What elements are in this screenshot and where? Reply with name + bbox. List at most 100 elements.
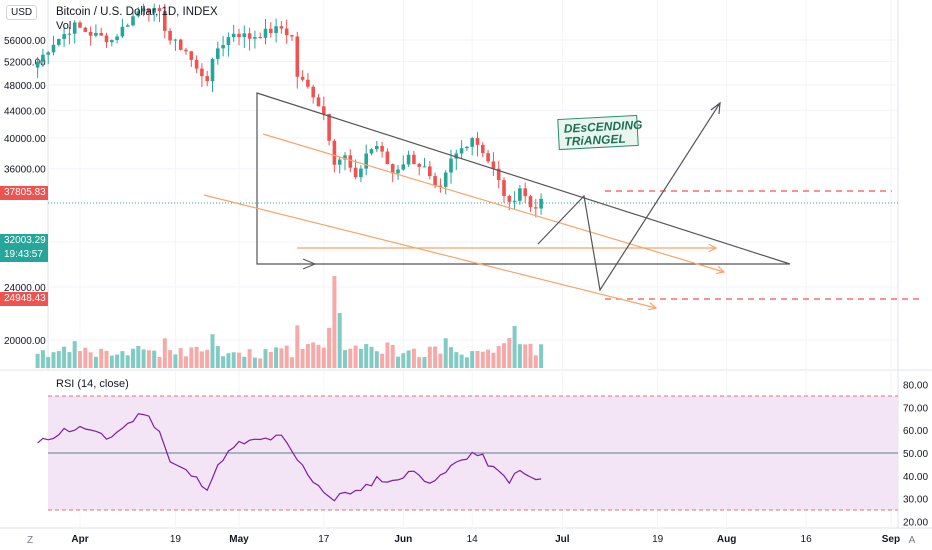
volume-bar: [433, 346, 438, 368]
last-price-tag: 32003.29: [0, 234, 48, 248]
volume-bar: [178, 348, 183, 368]
candle-body: [369, 149, 374, 154]
candle-body: [364, 153, 368, 169]
candle-body: [104, 35, 109, 43]
volume-bar: [364, 344, 369, 368]
candle-body: [337, 159, 342, 165]
candle-body: [258, 37, 262, 39]
volume-bar: [380, 353, 385, 368]
candle-body: [433, 176, 437, 186]
volume-bar: [348, 348, 353, 368]
candle-body: [327, 114, 331, 141]
volume-bar: [486, 349, 491, 368]
price-tick-label: 44000.00: [4, 106, 46, 117]
volume-bar: [533, 355, 538, 368]
candle-body: [247, 33, 252, 39]
rsi-label: RSI (14, close): [56, 378, 129, 390]
volume-bar: [109, 355, 114, 368]
volume-bar: [199, 351, 204, 368]
time-tick-label: Sep: [882, 534, 900, 545]
candle-body: [284, 28, 289, 36]
volume-bar: [332, 276, 337, 368]
price-tick-label: 24000.00: [4, 283, 46, 294]
rsi-tick-label: 70.00: [903, 403, 928, 414]
candle-body: [253, 37, 257, 39]
volume-bar: [83, 347, 88, 368]
candle-body: [412, 154, 416, 165]
volume-bar: [369, 346, 374, 368]
candle-body: [78, 22, 82, 28]
candle-body: [459, 148, 464, 154]
candle-body: [83, 27, 88, 32]
candle-body: [205, 76, 209, 82]
volume-bar: [72, 341, 77, 368]
support-price-tag: 24948.43: [0, 292, 48, 306]
candle-body: [512, 200, 517, 202]
triangle-base-arrow: [302, 258, 317, 270]
currency-badge[interactable]: USD: [6, 5, 38, 20]
volume-bar: [252, 357, 257, 368]
candle-body: [359, 168, 363, 178]
candle-body: [306, 79, 310, 87]
volume-bar: [459, 354, 464, 368]
time-tick-label: 14: [467, 534, 479, 545]
candle-body: [168, 30, 172, 41]
candle-body: [422, 166, 427, 168]
price-tick-label: 52000.00: [4, 58, 46, 69]
time-tick-label: Jul: [555, 534, 570, 545]
volume-bar: [93, 356, 98, 368]
volume-bar: [215, 346, 220, 368]
volume-bar: [184, 356, 188, 368]
candle-body: [99, 32, 103, 36]
candle-body: [507, 196, 512, 202]
rsi-line: [37, 413, 542, 502]
candle-body: [454, 153, 459, 159]
candle-body: [406, 154, 411, 165]
volume-bar: [226, 353, 231, 368]
candle-body: [528, 196, 533, 208]
candle-body: [380, 145, 384, 152]
candle-body: [274, 26, 278, 34]
candle-body: [353, 167, 358, 178]
candle-body: [269, 28, 273, 34]
volume-bars: [35, 276, 544, 368]
volume-bar: [88, 352, 93, 368]
volume-bar: [438, 353, 443, 368]
channel-horizontal-arrowhead: [708, 243, 718, 253]
volume-bar: [35, 353, 40, 368]
time-tick-label: 19: [652, 534, 664, 545]
volume-bar: [51, 352, 56, 368]
volume-bar: [512, 326, 517, 368]
countdown-tag: 19:43:57: [0, 248, 48, 262]
volume-bar: [279, 348, 284, 368]
time-tick-label: 16: [801, 534, 813, 545]
candle-body: [178, 39, 183, 50]
volume-bar: [210, 334, 215, 368]
candle-body: [210, 58, 215, 82]
candle-body: [141, 8, 146, 12]
candle-body: [46, 52, 50, 55]
volume-bar: [337, 313, 342, 368]
volume-bar: [263, 349, 268, 368]
candle-body: [72, 22, 77, 34]
pattern-annotation: DEsCENDING TRiANGEL: [557, 114, 643, 151]
candle-body: [216, 48, 220, 59]
candle-body: [375, 145, 379, 150]
candle-body: [518, 188, 522, 201]
rsi-tick-label: 30.00: [903, 495, 928, 506]
volume-bar: [396, 356, 400, 368]
candle-body: [486, 153, 490, 162]
volume-bar: [131, 348, 135, 368]
candle-body: [539, 198, 543, 209]
volume-bar: [422, 357, 427, 368]
time-tick-label: May: [229, 534, 249, 545]
volume-bar: [417, 357, 422, 368]
volume-bar: [401, 353, 406, 368]
price-tick-label: 40000.00: [4, 134, 46, 145]
volume-bar: [290, 357, 294, 368]
volume-bar: [311, 342, 316, 368]
volume-bar: [411, 348, 416, 368]
volume-bar: [141, 349, 146, 368]
volume-bar: [470, 351, 475, 368]
